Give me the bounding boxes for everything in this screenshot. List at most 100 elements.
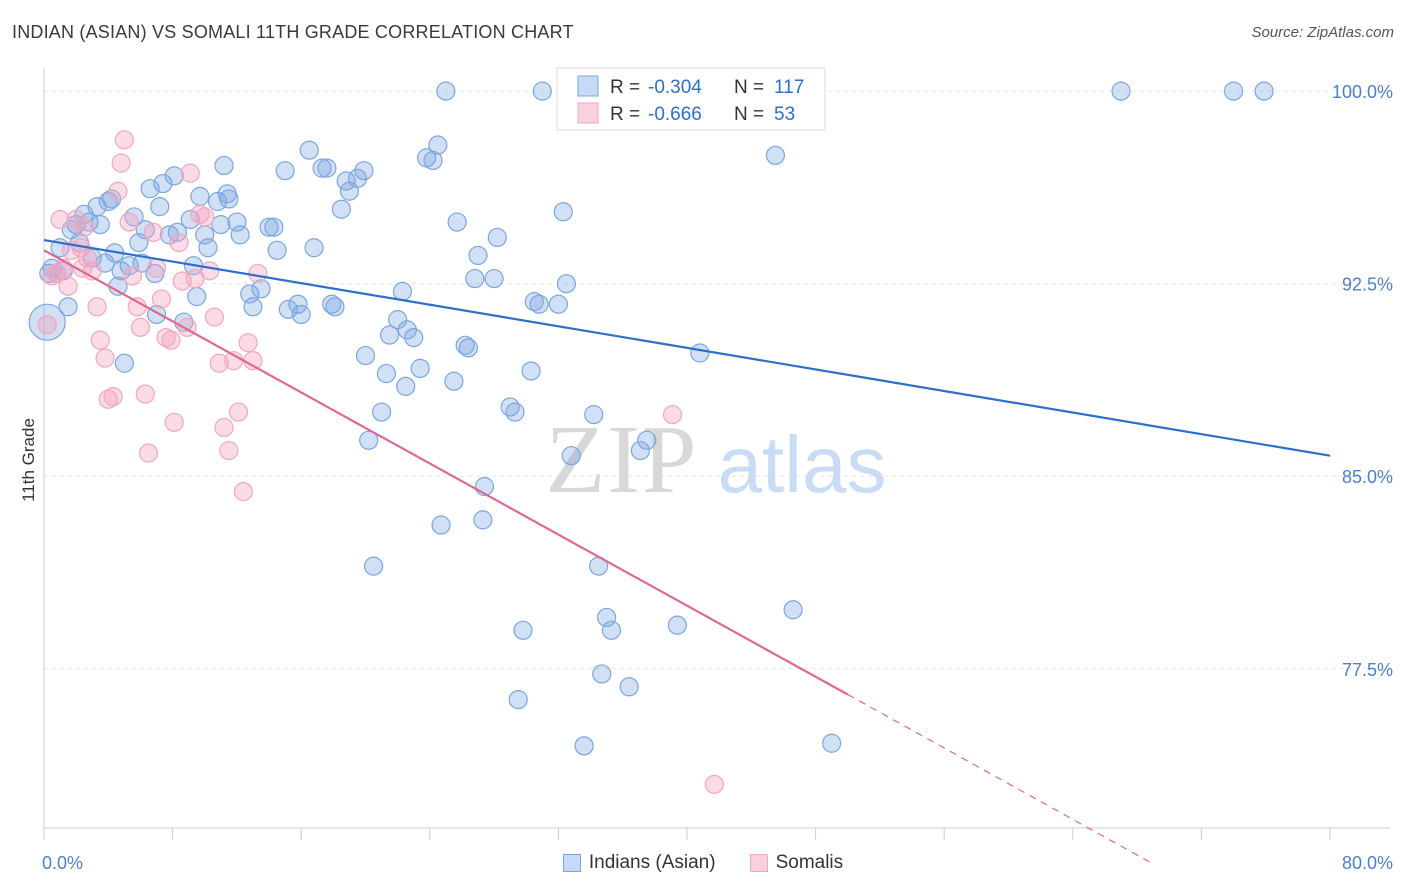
point-indians-116	[355, 345, 376, 366]
point-indians-95	[548, 294, 569, 314]
point-indians-59	[322, 294, 342, 314]
point-indians-126	[187, 286, 207, 307]
legend-swatch-somalis-bottom	[749, 854, 768, 872]
point-indians-118	[465, 268, 485, 289]
point-somalis-28	[151, 289, 171, 309]
point-indians-114	[1223, 81, 1244, 101]
point-somalis-32	[169, 232, 189, 253]
point-indians-96	[553, 202, 573, 222]
point-indians-66	[363, 556, 384, 576]
point-indians-110	[765, 145, 786, 165]
legend-label-indians: Indians (Asian)	[588, 852, 716, 873]
point-indians-31	[164, 166, 184, 186]
point-somalis-3	[50, 209, 70, 230]
legend-item-indians[interactable]: Indians (Asian)	[562, 852, 716, 874]
correlation-legend: R = -0.304 N = 117 R = -0.666 N = 53	[556, 67, 826, 131]
point-indians-29	[153, 173, 173, 194]
point-indians-46	[243, 297, 263, 317]
point-indians-58	[317, 158, 337, 178]
point-indians-102	[592, 664, 612, 684]
svg-text:R =: R =	[610, 77, 640, 98]
point-somalis-50	[72, 258, 93, 278]
points-indians-asian	[28, 81, 1274, 756]
point-indians-123	[217, 184, 237, 204]
point-indians-74	[410, 358, 430, 379]
x-tick-label-0: 0.0%	[42, 853, 83, 873]
chart-title: INDIAN (ASIAN) VS SOMALI 11TH GRADE CORR…	[12, 22, 574, 42]
point-indians-80	[444, 371, 464, 391]
point-somalis-41	[209, 353, 229, 373]
point-indians-69	[380, 325, 400, 345]
point-indians-63	[347, 168, 368, 189]
point-indians-90	[505, 402, 525, 422]
point-somalis-43	[219, 440, 239, 461]
point-somalis-5	[58, 276, 78, 296]
point-indians-17	[101, 189, 122, 209]
point-indians-83	[458, 338, 478, 358]
point-indians-76	[423, 150, 443, 171]
point-somalis-21	[122, 266, 143, 286]
watermark: ZIP atlas	[546, 406, 887, 514]
point-indians-57	[312, 158, 332, 178]
point-indians-64	[354, 161, 374, 181]
trend-lines	[43, 238, 1331, 865]
point-indians-16	[98, 191, 118, 212]
point-indians-109	[690, 343, 710, 363]
point-somalis-51	[662, 405, 683, 425]
point-somalis-16	[103, 387, 123, 407]
point-indians-71	[396, 376, 416, 396]
point-somalis-38	[195, 207, 215, 227]
point-indians-61	[336, 171, 356, 191]
point-somalis-7	[66, 209, 86, 230]
y-tick-label-3: 100.0%	[1332, 82, 1393, 102]
legend-label-somalis: Somalis	[775, 852, 844, 873]
point-somalis-13	[90, 330, 110, 350]
point-indians-78	[431, 515, 451, 535]
point-indians-99	[574, 736, 594, 756]
point-somalis-52	[704, 774, 724, 794]
point-indians-72	[397, 320, 417, 340]
y-axis-label: 11th Grade	[19, 418, 38, 502]
point-indians-103	[601, 620, 622, 640]
point-indians-41	[214, 155, 234, 176]
point-somalis-9	[74, 217, 94, 237]
point-indians-77	[428, 135, 448, 155]
point-indians-38	[198, 238, 218, 258]
point-indians-34	[180, 209, 200, 230]
point-indians-88	[487, 227, 507, 248]
point-somalis-31	[164, 412, 184, 432]
point-indians-28	[150, 197, 170, 217]
point-somalis-35	[180, 163, 200, 183]
point-indians-112	[822, 733, 842, 753]
point-indians-79	[436, 81, 456, 101]
point-somalis-47	[238, 333, 258, 353]
legend-n-indians: 117	[774, 77, 804, 98]
point-somalis-12	[87, 297, 107, 317]
point-indians-1	[39, 263, 59, 284]
point-indians-65	[359, 430, 379, 450]
point-indians-56	[304, 238, 324, 258]
point-somalis-39	[199, 261, 220, 281]
point-indians-0	[28, 303, 66, 341]
point-indians-85	[473, 510, 493, 530]
point-indians-117	[388, 310, 408, 330]
point-indians-97	[556, 274, 577, 294]
point-somalis-10	[77, 248, 98, 268]
point-indians-107	[637, 430, 657, 450]
point-indians-51	[275, 161, 295, 181]
svg-text:N =: N =	[734, 77, 764, 98]
legend-r-somalis: -0.666	[648, 104, 702, 125]
point-indians-47	[251, 279, 271, 299]
point-somalis-30	[161, 330, 181, 350]
series-legend: Indians (Asian) Somalis	[0, 852, 1406, 874]
point-indians-50	[264, 217, 284, 237]
point-indians-54	[291, 304, 311, 325]
gridlines	[44, 90, 1390, 670]
legend-item-somalis[interactable]: Somalis	[749, 852, 844, 874]
point-indians-84	[468, 245, 488, 266]
point-indians-40	[211, 215, 231, 235]
trend-line-indians	[43, 238, 1331, 457]
point-indians-67	[371, 402, 392, 422]
point-indians-122	[331, 199, 351, 219]
